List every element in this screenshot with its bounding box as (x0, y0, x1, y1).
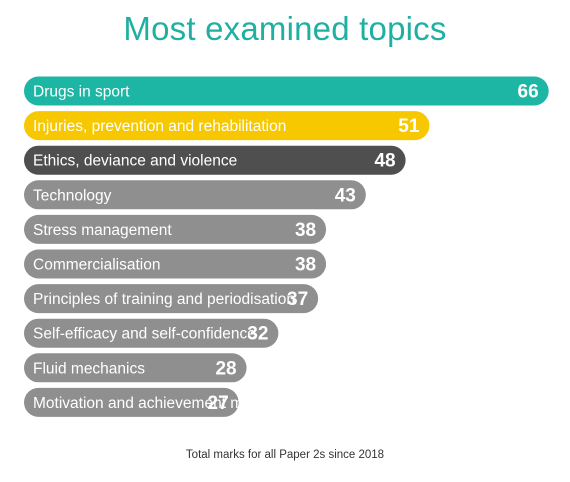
bar-value-ethics-deviance-and-violence: 48 (374, 151, 395, 172)
bar-fluid-mechanics (24, 353, 247, 383)
bar-group-ethics-deviance-and-violence: Ethics, deviance and violence 48 (24, 145, 406, 175)
bar-technology (24, 180, 366, 210)
bar-value-injuries-prevention-and-rehabilitation: 51 (398, 116, 420, 137)
bar-label-self-efficacy-and-self-confidence: Self-efficacy and self-confidence (33, 326, 256, 343)
bar-label-ethics-deviance-and-violence: Ethics, deviance and violence (33, 153, 237, 170)
bar-group-commercialisation: Commercialisation 38 (24, 249, 327, 279)
bar-label-commercialisation: Commercialisation (33, 257, 160, 274)
bar-value-principles-of-training-and-periodisation: 37 (287, 289, 308, 310)
bar-value-stress-management: 38 (295, 220, 316, 241)
bar-group-fluid-mechanics: Fluid mechanics 28 (24, 353, 247, 383)
bar-value-drugs-in-sport: 66 (518, 82, 539, 103)
bar-self-efficacy-and-self-confidence (24, 318, 279, 348)
bar-label-fluid-mechanics: Fluid mechanics (33, 360, 145, 377)
chart-footnote: Total marks for all Paper 2s since 2018 (185, 449, 385, 461)
bar-value-self-efficacy-and-self-confidence: 32 (247, 324, 268, 345)
bar-principles-of-training-and-periodisation (24, 284, 319, 314)
bar-commercialisation (24, 249, 327, 279)
bar-group-stress-management: Stress management 38 (24, 214, 327, 244)
bar-drugs-in-sport (24, 76, 549, 106)
bar-value-technology: 43 (335, 185, 356, 206)
bar-ethics-deviance-and-violence (24, 145, 406, 175)
bar-value-fluid-mechanics: 28 (215, 358, 236, 379)
bar-value-commercialisation: 38 (295, 255, 316, 276)
bar-motivation-and-achievement-motivation (24, 387, 239, 417)
bar-label-drugs-in-sport: Drugs in sport (33, 84, 130, 101)
bar-label-injuries-prevention-and-rehabilitation: Injuries, prevention and rehabilitation (33, 118, 286, 135)
bar-label-motivation-and-achievement-motivation: Motivation and achievement motivation (33, 395, 301, 412)
bar-group-drugs-in-sport: Drugs in sport 66 (24, 76, 549, 106)
bar-group-principles-of-training-and-periodisation: Principles of training and periodisation… (24, 284, 319, 314)
bar-group-technology: Technology 43 (24, 180, 366, 210)
bar-stress-management (24, 214, 327, 244)
bar-group-injuries-prevention-and-rehabilitation: Injuries, prevention and rehabilitation 5… (24, 111, 430, 141)
chart-title: Most examined topics (123, 10, 447, 47)
bar-value-motivation-and-achievement-motivation: 27 (208, 393, 229, 414)
bar-label-technology: Technology (33, 187, 112, 204)
bar-label-stress-management: Stress management (33, 222, 172, 239)
bar-injuries-prevention-and-rehabilitation (24, 111, 430, 141)
bar-label-principles-of-training-and-periodisation: Principles of training and periodisation (33, 291, 295, 308)
